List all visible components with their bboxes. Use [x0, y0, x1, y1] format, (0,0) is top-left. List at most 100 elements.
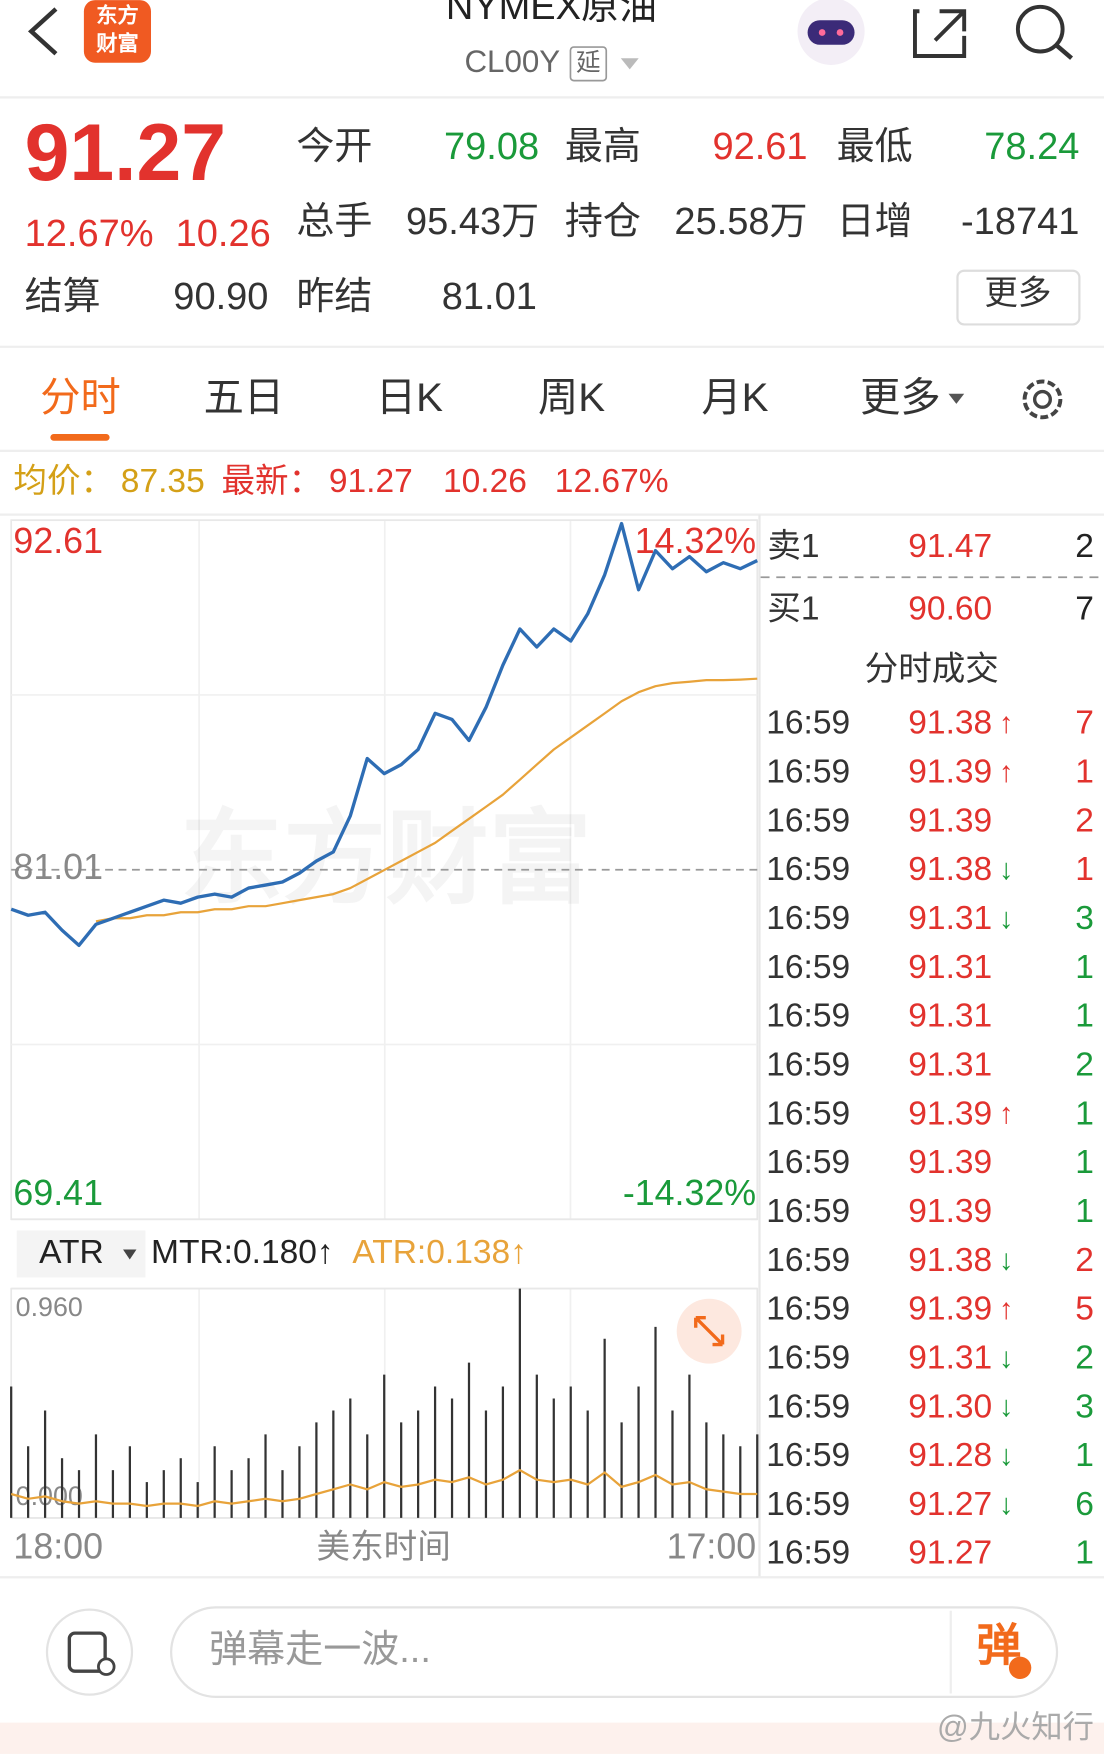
chart-watermark: 东方财富 — [180, 801, 592, 916]
send-button[interactable]: 弹 — [976, 1621, 1021, 1671]
stat-value: -18741 — [961, 201, 1079, 243]
trade-volume: 2 — [1075, 1047, 1094, 1084]
trade-time: 16:59 — [766, 1193, 850, 1230]
avg-value: 87.35 — [121, 463, 205, 500]
stat-label: 昨结 — [296, 276, 372, 318]
stat-label: 持仓 — [565, 201, 641, 243]
trade-volume: 1 — [1075, 1144, 1094, 1181]
trade-time: 16:59 — [766, 1144, 850, 1181]
contract-code: CL00Y — [464, 44, 560, 79]
last-value: 91.27 — [329, 463, 413, 500]
tab[interactable]: 五日 — [204, 375, 285, 420]
x-axis-label: 美东时间 — [317, 1528, 451, 1566]
stat-value: 92.61 — [712, 126, 807, 168]
trade-price: 91.38 — [908, 705, 992, 742]
trade-volume: 1 — [1075, 1437, 1094, 1474]
trade-time: 16:59 — [766, 1242, 850, 1279]
trade-volume: 1 — [1075, 1095, 1094, 1132]
trade-price: 91.27 — [908, 1535, 992, 1572]
settings-icon[interactable] — [1022, 379, 1063, 420]
trade-price: 91.39 — [908, 1193, 992, 1230]
comment-input[interactable] — [170, 1606, 1059, 1699]
trade-arrow: ↑ — [999, 708, 1014, 740]
indicator-readout: ATR:0.138↑ — [352, 1234, 527, 1271]
more-button-label[interactable]: 更多 — [984, 274, 1051, 312]
stat-value: 81.01 — [442, 276, 537, 318]
assistant-eye — [818, 29, 826, 36]
trade-price: 91.31 — [908, 949, 992, 986]
comment-toggle[interactable] — [45, 1608, 134, 1696]
atr-line — [10, 1468, 758, 1508]
expand-icon — [694, 1316, 725, 1347]
trade-price: 91.39 — [908, 1291, 992, 1328]
trade-time: 16:59 — [766, 1486, 850, 1523]
logo-text: 财富 — [96, 30, 139, 55]
tab-indicator — [50, 434, 110, 441]
trade-arrow: ↑ — [999, 756, 1014, 788]
trade-price: 91.31 — [908, 1339, 992, 1376]
search-icon[interactable] — [1015, 4, 1065, 54]
trade-volume: 2 — [1075, 1339, 1094, 1376]
indicator-selector-label[interactable]: ATR — [39, 1234, 104, 1271]
trade-time: 16:59 — [766, 949, 850, 986]
stat-label: 今开 — [296, 126, 372, 168]
back-button[interactable] — [27, 7, 58, 56]
order-volume: 2 — [1075, 528, 1094, 565]
trade-volume: 2 — [1075, 802, 1094, 839]
trade-arrow: ↓ — [999, 1440, 1014, 1472]
stat-value: 78.24 — [984, 126, 1079, 168]
last-price: 91.27 — [25, 108, 227, 198]
trade-volume: 1 — [1075, 1193, 1094, 1230]
stat-label: 结算 — [25, 276, 101, 318]
tab[interactable]: 月K — [701, 375, 768, 420]
badge-box — [569, 46, 608, 82]
trade-price: 91.28 — [908, 1437, 992, 1474]
trade-volume: 5 — [1075, 1291, 1094, 1328]
comment-toggle-icon — [67, 1631, 107, 1673]
tab[interactable]: 周K — [538, 375, 605, 420]
order-price: 91.47 — [908, 528, 992, 565]
trade-volume: 1 — [1075, 998, 1094, 1035]
tab[interactable]: 更多 — [860, 375, 941, 420]
y-tick-label: 92.61 — [13, 521, 103, 561]
trade-time: 16:59 — [766, 1437, 850, 1474]
trade-price: 91.39 — [908, 802, 992, 839]
badge: 延 — [576, 48, 601, 76]
last-change: 10.26 — [443, 463, 527, 500]
tab[interactable]: 分时 — [40, 375, 121, 420]
trade-price: 91.31 — [908, 900, 992, 937]
trade-time: 16:59 — [766, 705, 850, 742]
trade-price: 91.39 — [908, 1144, 992, 1181]
share-icon[interactable] — [913, 9, 967, 58]
indicator-selector[interactable] — [16, 1230, 146, 1278]
trade-price: 91.39 — [908, 1095, 992, 1132]
y-tick-label: 81.01 — [13, 847, 103, 887]
dropdown-arrow — [123, 1249, 137, 1260]
trade-arrow: ↑ — [999, 1293, 1014, 1325]
y2-tick-label: -14.32% — [623, 1173, 756, 1213]
trade-volume: 3 — [1075, 900, 1094, 937]
more-button[interactable] — [956, 269, 1081, 326]
trade-arrow: ↓ — [999, 903, 1014, 935]
assistant-eye — [836, 29, 844, 36]
app-logo — [83, 0, 152, 63]
x-tick-label: 18:00 — [13, 1527, 103, 1567]
tab[interactable]: 日K — [376, 375, 443, 420]
send-badge — [1008, 1656, 1032, 1679]
trade-arrow: ↑ — [999, 1098, 1014, 1130]
trade-volume: 1 — [1075, 1535, 1094, 1572]
last-pct: 12.67% — [555, 463, 669, 500]
x-tick-label: 17:00 — [667, 1527, 757, 1567]
order-side: 卖1 — [767, 528, 819, 565]
trade-volume: 3 — [1075, 1388, 1094, 1425]
trade-time: 16:59 — [766, 851, 850, 888]
trade-price: 91.27 — [908, 1486, 992, 1523]
change-pct: 12.67% — [25, 213, 154, 255]
trade-arrow: ↓ — [999, 1245, 1014, 1277]
stat-label: 日增 — [837, 201, 913, 243]
trade-arrow: ↓ — [999, 854, 1014, 886]
trade-volume: 2 — [1075, 1242, 1094, 1279]
